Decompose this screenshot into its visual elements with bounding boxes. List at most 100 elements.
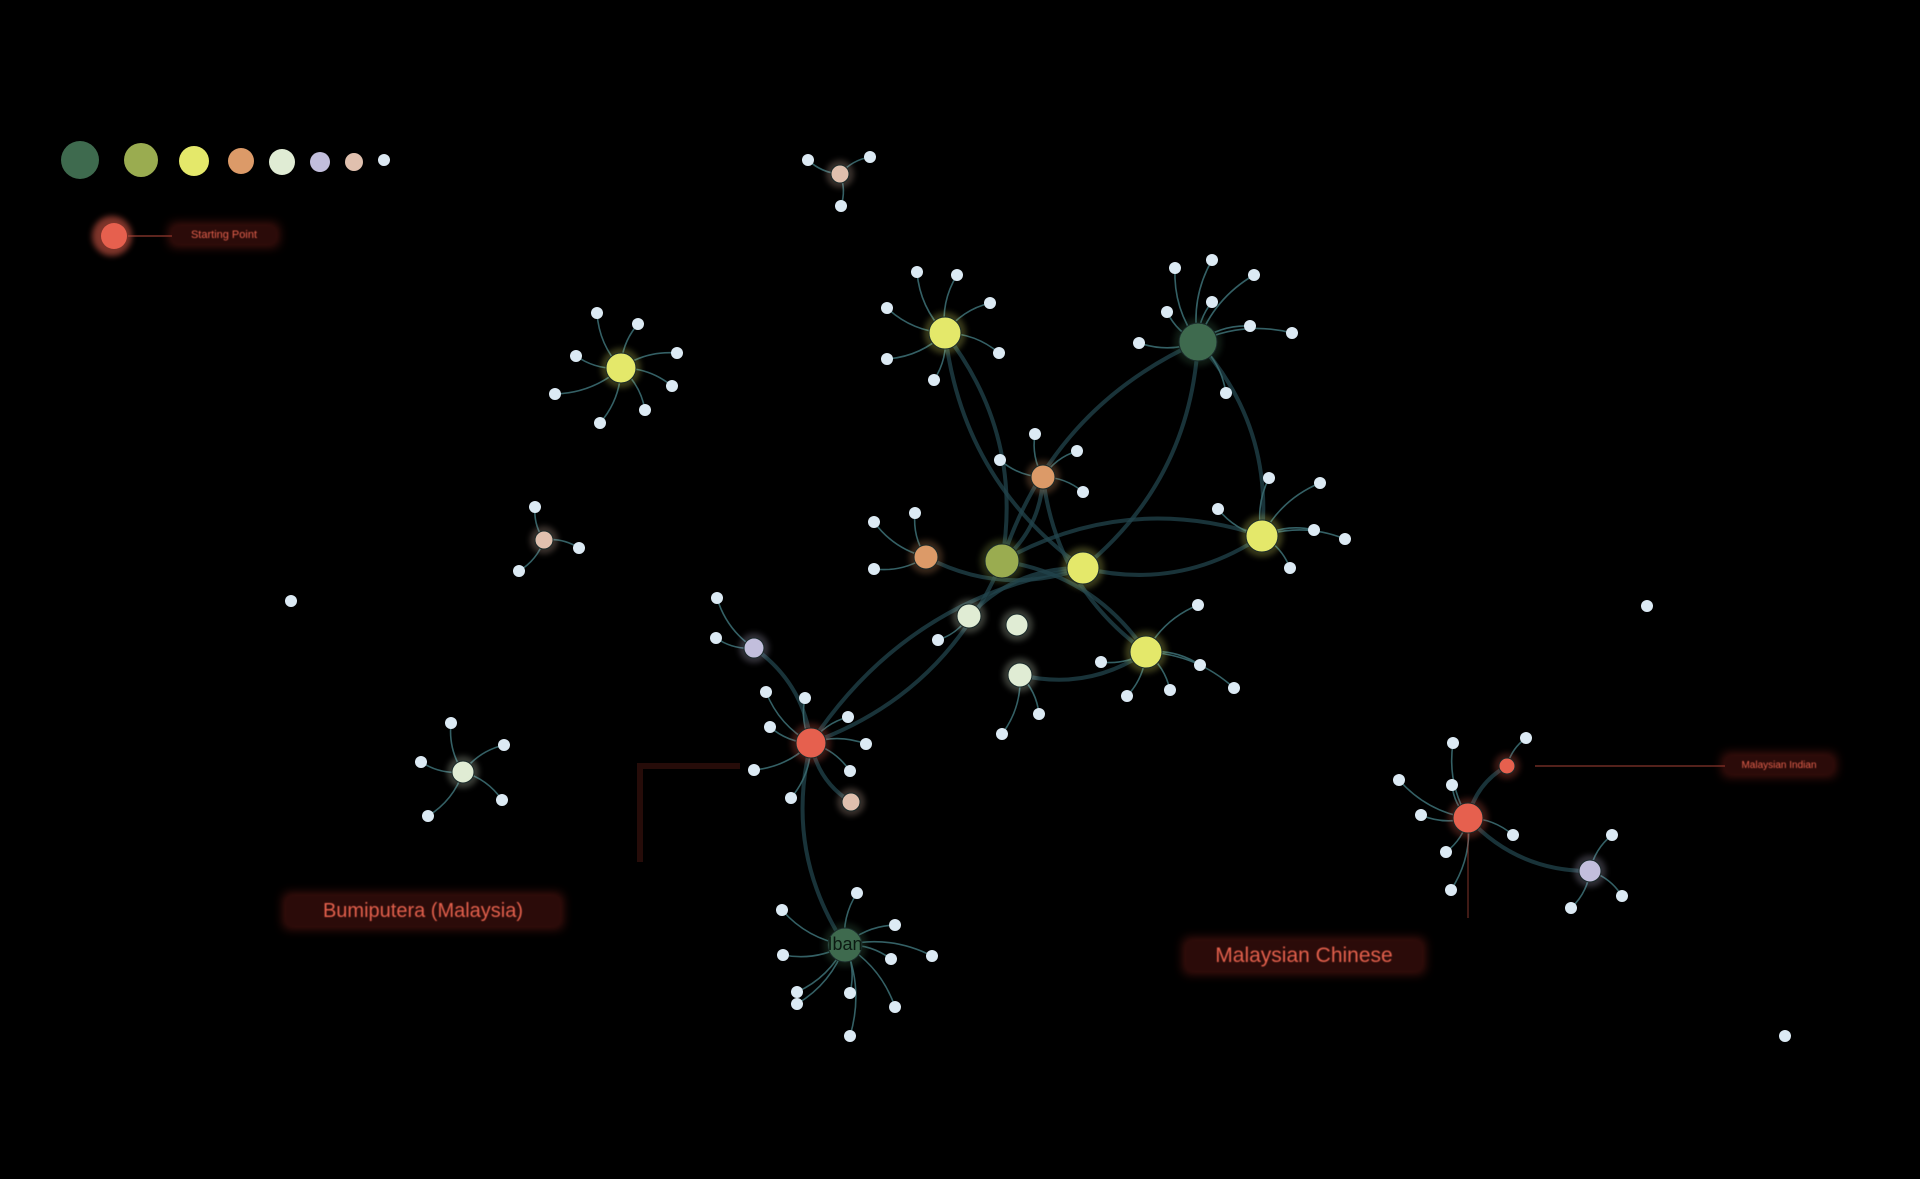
leaf-node <box>926 950 938 962</box>
bumiputera-label: Bumiputera (Malaysia) <box>286 896 560 926</box>
leaf-node <box>1616 890 1628 902</box>
leaf-node <box>951 269 963 281</box>
leaf-edges <box>420 156 1725 1037</box>
hub-node <box>1178 322 1218 362</box>
legend-swatch <box>269 149 295 175</box>
leaf-node <box>632 318 644 330</box>
leaf-node <box>573 542 585 554</box>
leaf-node <box>496 794 508 806</box>
hub-node <box>956 603 982 629</box>
leaf-node <box>1284 562 1296 574</box>
leaf-node <box>842 711 854 723</box>
leaf-node <box>860 738 872 750</box>
leaf-node <box>1212 503 1224 515</box>
leaf-node <box>1192 599 1204 611</box>
leaf-node <box>666 380 678 392</box>
hub-link <box>800 742 847 947</box>
hub-node <box>1498 757 1516 775</box>
leaf-node <box>932 634 944 646</box>
hub-node <box>1129 635 1163 669</box>
hub-link <box>810 560 1004 745</box>
hub-node <box>534 530 554 550</box>
leaf-node <box>909 507 921 519</box>
leaf-node <box>445 717 457 729</box>
leaf-node <box>1415 809 1427 821</box>
leaf-node <box>1206 254 1218 266</box>
legend-swatch <box>228 148 254 174</box>
leaf-node <box>1445 884 1457 896</box>
leaf-node <box>864 151 876 163</box>
leaf-node <box>1029 428 1041 440</box>
leaf-node <box>835 200 847 212</box>
leaf-node <box>639 404 651 416</box>
leaf-node <box>993 347 1005 359</box>
leaf-node <box>591 307 603 319</box>
hub-node <box>1066 551 1100 585</box>
leaf-node <box>928 374 940 386</box>
leaf-node <box>889 1001 901 1013</box>
leaf-node <box>1339 533 1351 545</box>
legend-swatch <box>179 146 209 176</box>
hub-node <box>1578 859 1602 883</box>
leaf-node <box>791 986 803 998</box>
hub-node <box>913 544 939 570</box>
isolated-node <box>285 595 297 607</box>
nodes <box>285 151 1791 1042</box>
leaf-node <box>1507 829 1519 841</box>
leaf-node <box>1520 732 1532 744</box>
leaf-node <box>1606 829 1618 841</box>
leaf-node <box>776 904 788 916</box>
leaf-node <box>1121 690 1133 702</box>
leaf-node <box>1220 387 1232 399</box>
start-point-dot <box>101 223 127 249</box>
leaf-node <box>1447 737 1459 749</box>
leaf-node <box>748 764 760 776</box>
bumiputera-bracket <box>637 763 740 862</box>
hub-link <box>943 332 1085 570</box>
curved-links <box>752 331 1591 947</box>
hub-node <box>830 164 850 184</box>
leaf-node <box>1314 477 1326 489</box>
hub-link <box>1082 534 1264 577</box>
leaf-node <box>777 949 789 961</box>
leaf-node <box>1565 902 1577 914</box>
leaf-node <box>994 454 1006 466</box>
leaf-node <box>1164 684 1176 696</box>
leaf-node <box>1161 306 1173 318</box>
leaf-node <box>885 953 897 965</box>
leaf-node <box>881 353 893 365</box>
leaf-node <box>844 1030 856 1042</box>
leaf-node <box>851 887 863 899</box>
hub-link <box>1081 341 1200 570</box>
legend-swatch <box>345 153 363 171</box>
leaf-node <box>1194 659 1206 671</box>
legend-swatch <box>124 143 158 177</box>
leaf-node <box>529 501 541 513</box>
hub-node <box>841 792 861 812</box>
leaf-node <box>1286 327 1298 339</box>
iban-node-label: Iban <box>827 934 863 954</box>
leaf-node <box>844 765 856 777</box>
leaf-node <box>1206 296 1218 308</box>
leaf-node <box>1071 445 1083 457</box>
hub-node <box>795 727 827 759</box>
leaf-node <box>1244 320 1256 332</box>
leaf-node <box>570 350 582 362</box>
leaf-node <box>1308 524 1320 536</box>
leaf-node <box>1440 846 1452 858</box>
leaf-node <box>513 565 525 577</box>
starting-point-label: Starting Point <box>172 226 276 244</box>
leaf-node <box>868 516 880 528</box>
leaf-node <box>764 721 776 733</box>
leaf-node <box>844 987 856 999</box>
leaf-node <box>785 792 797 804</box>
hub-node <box>1030 464 1056 490</box>
malaysian-indian-label: Malaysian Indian <box>1725 756 1833 774</box>
hub-link <box>1196 340 1266 537</box>
hub-node <box>1005 613 1029 637</box>
leaf-node <box>710 632 722 644</box>
legend-swatch <box>61 141 99 179</box>
leaf-node <box>868 563 880 575</box>
hub-node <box>605 352 637 384</box>
